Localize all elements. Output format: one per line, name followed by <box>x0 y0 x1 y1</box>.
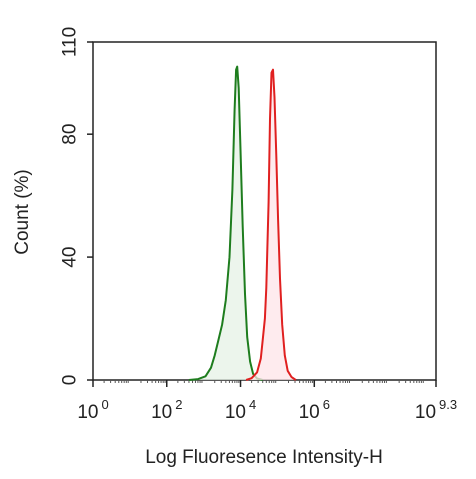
x-axis-title: Log Fluoresence Intensity-H <box>145 447 383 468</box>
x-tick-label: 10 0 <box>77 397 108 423</box>
series-1-area <box>188 66 263 380</box>
histogram-series <box>188 65 297 381</box>
series-2-area <box>246 69 296 380</box>
y-tick-label: 40 <box>60 247 81 268</box>
x-tick-label: 10 2 <box>151 397 182 423</box>
y-tick-label: 110 <box>60 27 81 57</box>
y-tick-label: 80 <box>60 124 81 145</box>
series-1-line <box>188 65 263 381</box>
x-tick-label: 10 9.3 <box>415 397 457 423</box>
series-2-line <box>245 68 297 381</box>
x-tick-label: 10 6 <box>299 397 330 423</box>
y-axis-title: Count (%) <box>12 169 33 255</box>
x-axis-ticks: 10 0 10 2 10 4 10 6 10 9.3 <box>77 380 457 423</box>
y-axis-ticks: 0 40 80 110 <box>60 27 93 385</box>
y-tick-label: 0 <box>60 375 81 386</box>
x-minor-ticks <box>103 380 424 383</box>
x-tick-label: 10 4 <box>225 397 256 423</box>
